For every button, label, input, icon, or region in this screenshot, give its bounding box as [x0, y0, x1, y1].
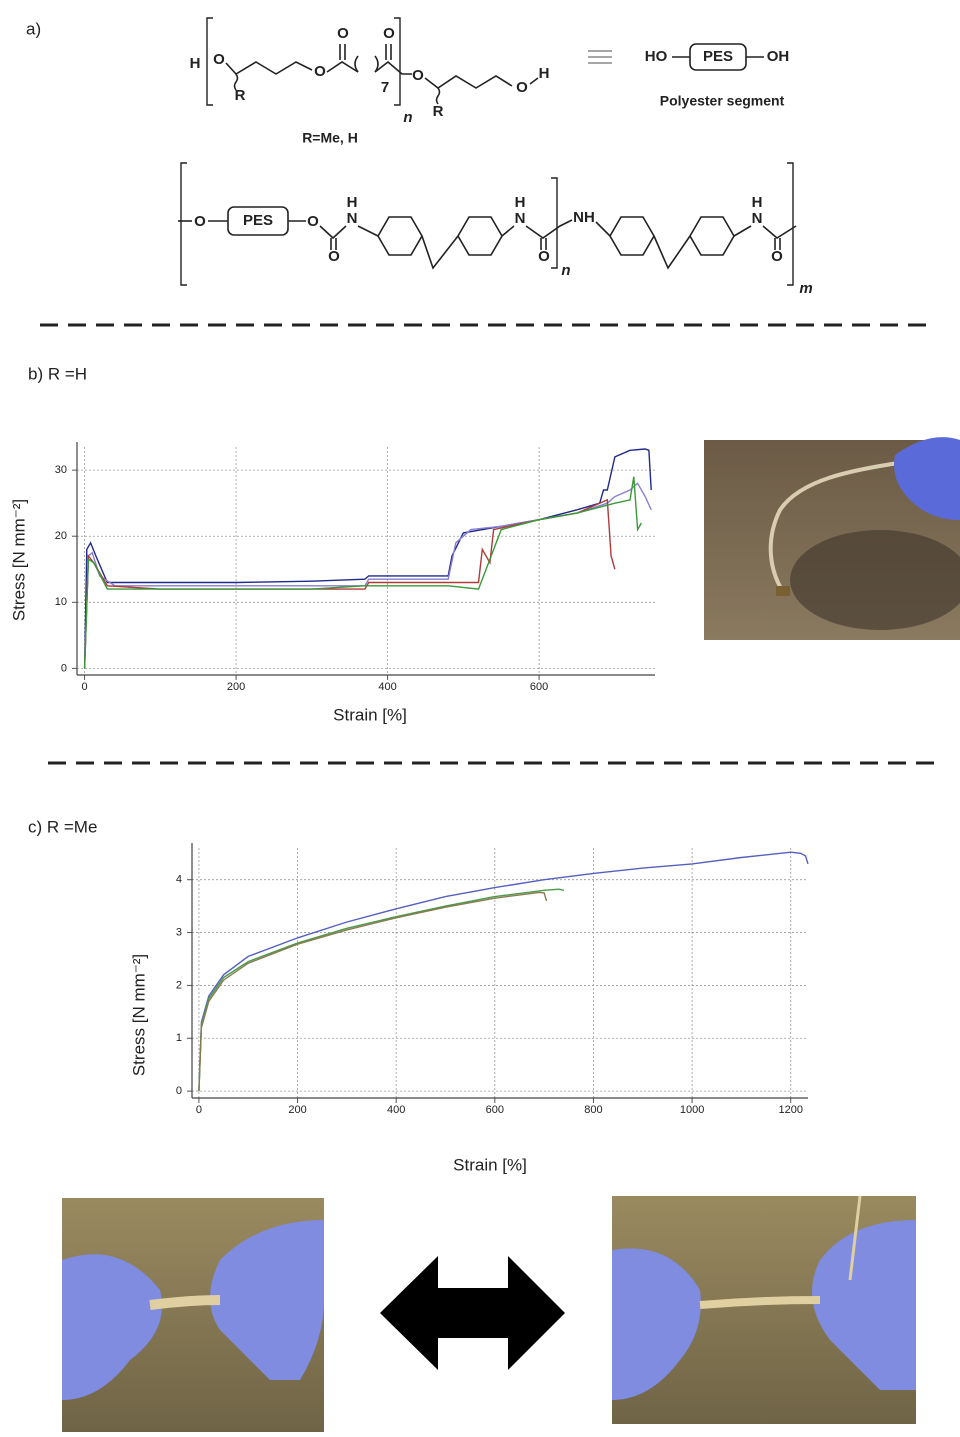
- atom: O: [337, 25, 349, 42]
- equivalent: HO PES OH Polyester segment: [588, 43, 790, 109]
- data-line: [198, 888, 565, 1092]
- data-line: [198, 891, 548, 1092]
- y-tick-label: 2: [176, 979, 182, 991]
- monomer-structure: H O R O O O O R O H 7 n R=Me, H: [190, 17, 550, 146]
- y-tick-label: 4: [176, 874, 182, 886]
- data-line: [198, 851, 809, 1092]
- x-axis-label: Strain [%]: [333, 705, 407, 724]
- x-tick-label: 800: [584, 1104, 602, 1116]
- x-axis-label: Strain [%]: [453, 1155, 527, 1174]
- atom: O: [538, 248, 550, 265]
- y-tick-label: 30: [55, 464, 67, 476]
- y-tick-label: 20: [55, 530, 67, 542]
- box-label: PES: [243, 212, 273, 229]
- atom: O: [314, 63, 326, 80]
- data-line: [83, 476, 643, 669]
- atom: R: [433, 103, 444, 120]
- atom: OH: [767, 48, 790, 65]
- x-tick-label: 0: [82, 681, 88, 693]
- substituent: R=Me, H: [302, 130, 358, 146]
- data-line: [83, 482, 652, 669]
- repeat-count: 7: [381, 79, 389, 96]
- box-label: PES: [703, 48, 733, 65]
- x-tick-label: 600: [486, 1104, 504, 1116]
- panel-label: b) R =H: [28, 364, 87, 383]
- atom: NH: [573, 209, 595, 226]
- x-tick-label: 0: [196, 1104, 202, 1116]
- atom: H: [515, 194, 526, 211]
- y-tick-label: 1: [176, 1032, 182, 1044]
- atom: O: [412, 67, 424, 84]
- atom: N: [752, 210, 763, 227]
- x-tick-label: 400: [387, 1104, 405, 1116]
- y-tick-label: 0: [176, 1085, 182, 1097]
- atom: H: [539, 65, 550, 82]
- double-arrow: [380, 1256, 565, 1370]
- atom: O: [383, 25, 395, 42]
- y-axis-label: Stress [N mm⁻²]: [9, 499, 28, 621]
- atom: O: [194, 213, 206, 230]
- atom: O: [213, 51, 225, 68]
- atom: H: [752, 194, 763, 211]
- atom: R: [235, 87, 246, 104]
- x-tick-label: 1200: [778, 1104, 802, 1116]
- y-tick-label: 3: [176, 926, 182, 938]
- panel-label: c) R =Me: [28, 817, 97, 836]
- repeat-index: n: [561, 262, 570, 279]
- y-tick-label: 10: [55, 596, 67, 608]
- y-axis-label: Stress [N mm⁻²]: [129, 954, 148, 1076]
- repeat-index: n: [403, 109, 412, 126]
- atom: H: [347, 194, 358, 211]
- x-tick-label: 400: [378, 681, 396, 693]
- atom: HO: [645, 48, 668, 65]
- repeat-index: m: [799, 280, 812, 297]
- y-tick-label: 0: [61, 662, 67, 674]
- photo: [612, 1195, 916, 1424]
- atom: O: [328, 248, 340, 265]
- polymer-structure: O O O H N H N O NH H N O PES n m: [178, 162, 813, 297]
- atom: O: [516, 79, 528, 96]
- atom: O: [771, 248, 783, 265]
- photo: [62, 1198, 324, 1432]
- x-tick-label: 200: [227, 681, 245, 693]
- data-line: [83, 498, 616, 669]
- x-tick-label: 600: [530, 681, 548, 693]
- photo: [704, 437, 960, 640]
- atom: O: [307, 213, 319, 230]
- panel-label: a): [26, 19, 41, 38]
- caption: Polyester segment: [660, 93, 785, 109]
- atom: N: [515, 210, 526, 227]
- atom: N: [347, 210, 358, 227]
- x-tick-label: 200: [288, 1104, 306, 1116]
- data-line: [83, 448, 652, 669]
- atom: H: [190, 55, 201, 72]
- x-tick-label: 1000: [680, 1104, 704, 1116]
